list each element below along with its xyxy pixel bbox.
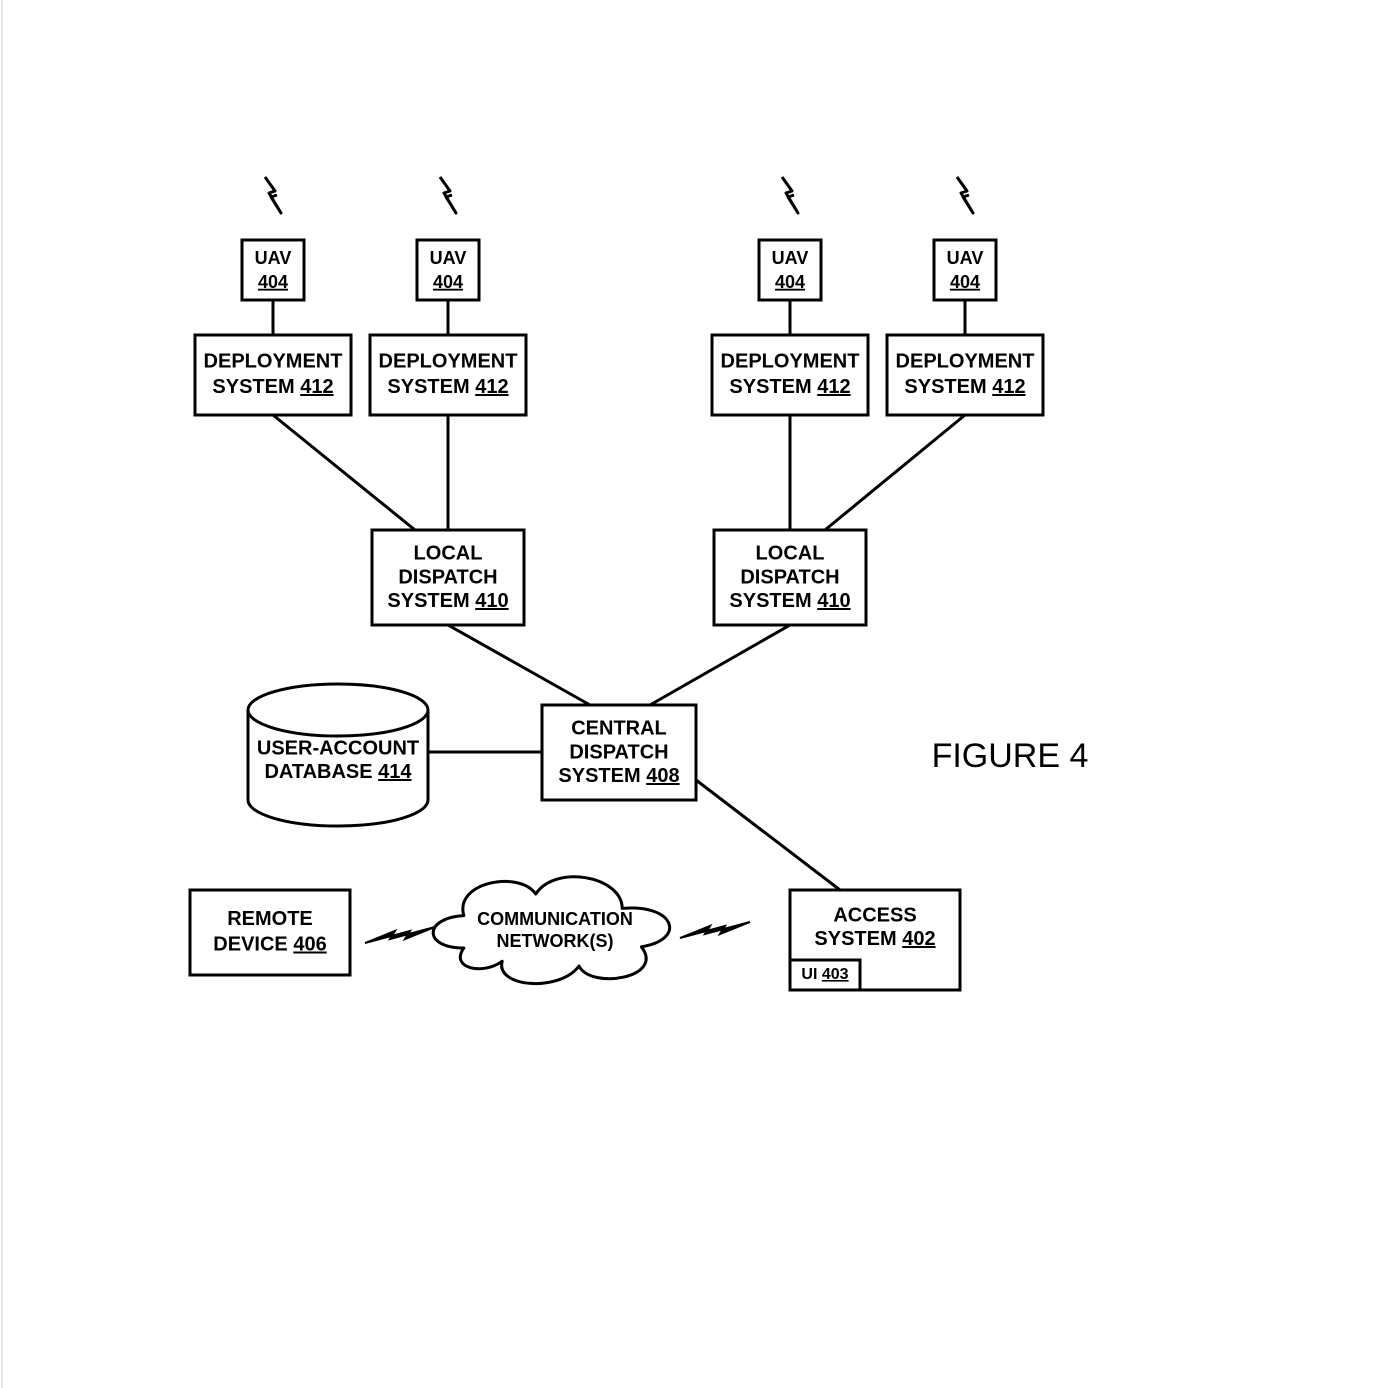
svg-text:DISPATCH: DISPATCH <box>740 566 839 588</box>
svg-text:UAV: UAV <box>430 248 467 268</box>
svg-text:UAV: UAV <box>255 248 292 268</box>
svg-text:SYSTEM 410: SYSTEM 410 <box>387 590 508 612</box>
svg-text:UAV: UAV <box>772 248 809 268</box>
svg-text:UAV: UAV <box>947 248 984 268</box>
svg-text:REMOTE: REMOTE <box>227 908 313 930</box>
svg-text:404: 404 <box>775 272 805 292</box>
svg-text:DISPATCH: DISPATCH <box>569 741 668 763</box>
svg-text:SYSTEM 412: SYSTEM 412 <box>212 376 333 398</box>
svg-text:SYSTEM 410: SYSTEM 410 <box>729 590 850 612</box>
svg-text:CENTRAL: CENTRAL <box>571 717 667 739</box>
svg-text:UI 403: UI 403 <box>801 966 848 983</box>
svg-text:NETWORK(S): NETWORK(S) <box>497 931 614 951</box>
svg-text:DEPLOYMENT: DEPLOYMENT <box>896 350 1035 372</box>
svg-text:DEPLOYMENT: DEPLOYMENT <box>379 350 518 372</box>
svg-text:DATABASE 414: DATABASE 414 <box>264 761 412 783</box>
svg-text:DEPLOYMENT: DEPLOYMENT <box>204 350 343 372</box>
svg-text:LOCAL: LOCAL <box>414 542 483 564</box>
svg-text:LOCAL: LOCAL <box>756 542 825 564</box>
svg-text:SYSTEM 408: SYSTEM 408 <box>558 765 679 787</box>
svg-text:DEVICE 406: DEVICE 406 <box>213 934 326 956</box>
svg-text:404: 404 <box>258 272 288 292</box>
svg-text:SYSTEM 412: SYSTEM 412 <box>387 376 508 398</box>
svg-text:SYSTEM 402: SYSTEM 402 <box>814 928 935 950</box>
svg-text:COMMUNICATION: COMMUNICATION <box>477 909 633 929</box>
svg-text:ACCESS: ACCESS <box>833 904 916 926</box>
svg-text:FIGURE 4: FIGURE 4 <box>932 737 1089 775</box>
svg-text:SYSTEM 412: SYSTEM 412 <box>729 376 850 398</box>
svg-text:404: 404 <box>950 272 980 292</box>
svg-text:DISPATCH: DISPATCH <box>398 566 497 588</box>
svg-text:404: 404 <box>433 272 463 292</box>
svg-text:SYSTEM 412: SYSTEM 412 <box>904 376 1025 398</box>
svg-text:USER-ACCOUNT: USER-ACCOUNT <box>257 737 419 759</box>
svg-text:DEPLOYMENT: DEPLOYMENT <box>721 350 860 372</box>
